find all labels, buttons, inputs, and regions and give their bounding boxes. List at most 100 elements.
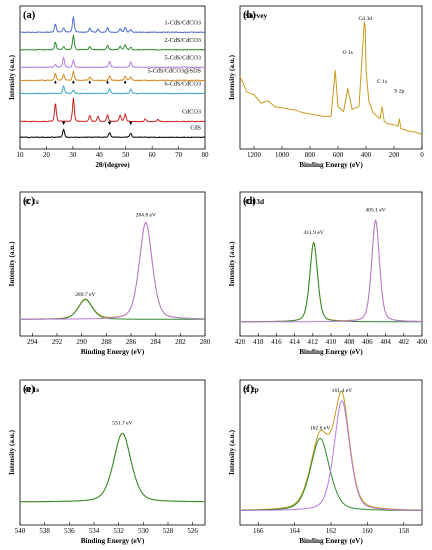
x-tick-label: 412 [308,338,319,346]
x-tick-label: 400 [361,151,372,159]
series-label: 1-CdS/CdCO3 [165,19,201,26]
xrd-pattern [19,56,206,69]
x-tick-label: 408 [344,338,355,346]
panel-tag: (c) [23,196,35,207]
fitted-component [20,222,205,320]
panel-title: C 1s [25,197,39,206]
x-tick-label: 528 [163,527,174,535]
x-tick-label: 294 [27,338,38,346]
peak-marker: ♦ [54,80,57,86]
x-tick-label: 200 [389,151,400,159]
x-tick-label: 414 [289,338,300,346]
peak-annotation: 161.4 eV [332,388,353,394]
panel-tag: (b) [243,10,256,21]
x-tick-label: 402 [399,338,410,346]
peak-marker: ▼ [61,121,67,127]
panel-f: 166 164 162 160 158 Binding Energy (eV) Intens… [228,379,423,545]
xrd-pattern [19,128,205,139]
series-label: 2-CdS/CdCO3 [165,37,201,44]
x-tick-label: 400 [417,338,428,346]
panel-tag: (d) [243,196,256,207]
x-tick-label: 536 [64,527,75,535]
panel-d: 420 418 416 414 412 410 408 406 404 402 400 Binding… [228,191,428,356]
y-axis-title: Intensity (a.u.) [8,241,16,287]
y-axis-title: Intensity (a.u.) [228,429,236,475]
x-tick-label: 20 [43,151,51,159]
fitted-component [20,432,205,503]
xrd-pattern [19,34,206,51]
x-tick-label: 540 [15,527,26,535]
plot-frame [19,379,206,526]
y-axis-title: Intensity (a.u.) [8,54,16,100]
series-label: 5-CdS/CdCO3@SDS [148,68,202,75]
plot-frame [239,191,423,337]
x-tick-label: 158 [399,527,410,535]
x-tick-label: 410 [326,338,337,346]
plot-frame [239,379,423,526]
x-tick-label: 164 [289,527,300,535]
panel-c: 294 292 290 288 286 284 282 280 Binding Energy (… [8,191,211,356]
plot-frame [19,191,206,337]
x-tick-label: 286 [126,338,137,346]
panel-tag: (a) [23,10,36,21]
x-axis-title: Binding Energy (eV) [81,348,145,356]
panel-tag: (e) [23,384,35,395]
x-tick-label: 420 [235,338,246,346]
x-tick-label: 404 [380,338,391,346]
x-tick-label: 50 [122,151,130,159]
series-label: 6-CdS/CdCO3 [165,81,201,88]
x-tick-label: 800 [305,151,316,159]
peak-marker: ▼ [128,121,134,127]
x-tick-label: 526 [187,527,198,535]
xrd-pattern [19,85,206,95]
x-tick-label: 160 [362,527,373,535]
peak-annotation: 531.7 eV [112,421,133,427]
x-tick-label: 10 [17,151,25,159]
y-axis-title: Intensity (a.u.) [8,429,16,475]
panel-title: O 1s [25,385,39,394]
y-axis-title: Intensity (a.u.) [228,241,236,287]
peak-annotation: 289.7 eV [75,292,96,298]
panel-title: Survey [245,11,267,20]
x-tick-label: 418 [253,338,264,346]
peak-marker: ♦ [106,80,109,86]
x-tick-label: 70 [175,151,183,159]
peak-annotation: C 1s [377,79,387,85]
xrd-pattern [19,16,206,34]
x-tick-label: 600 [333,151,344,159]
x-tick-label: 532 [113,527,124,535]
x-tick-label: 292 [52,338,63,346]
panel-title: Cd 3d [245,197,265,206]
peak-annotation: S 2p [394,89,404,95]
peak-annotation: O 1s [342,50,352,56]
x-tick-label: 162 [326,527,337,535]
series-label: CdS [190,124,201,131]
series-label: 5-CdS/CdCO3 [165,54,201,61]
x-axis-title: 2θ/(degree) [95,161,130,169]
x-tick-label: 284 [150,338,161,346]
survey-spectrum [239,21,423,135]
x-tick-label: 1200 [247,151,262,159]
fitted-component [240,437,422,511]
peak-annotation: Cd 3d [359,16,373,22]
peak-marker: ♦ [88,80,91,86]
x-tick-label: 288 [101,338,112,346]
x-tick-label: 538 [39,527,50,535]
x-tick-label: 0 [420,151,424,159]
panel-b: 1200 1000 800 600 400 200 0 Binding Energy (eV)… [228,5,424,169]
x-axis-title: Binding Energy (eV) [299,537,363,545]
panel-tag: (f) [243,384,254,395]
x-tick-label: 280 [200,338,211,346]
x-tick-label: 290 [76,338,87,346]
x-tick-label: 166 [253,527,264,535]
peak-marker: ▼ [107,121,113,127]
x-tick-label: 530 [138,527,149,535]
xrd-pattern [19,70,206,82]
peak-marker: ♦ [72,80,75,86]
x-axis-title: Binding Energy (eV) [81,537,145,545]
peak-annotation: 284.8 eV [136,212,157,218]
x-tick-label: 30 [69,151,77,159]
panel-title: S 2p [245,385,259,394]
series-label: CdCO3 [182,109,201,116]
